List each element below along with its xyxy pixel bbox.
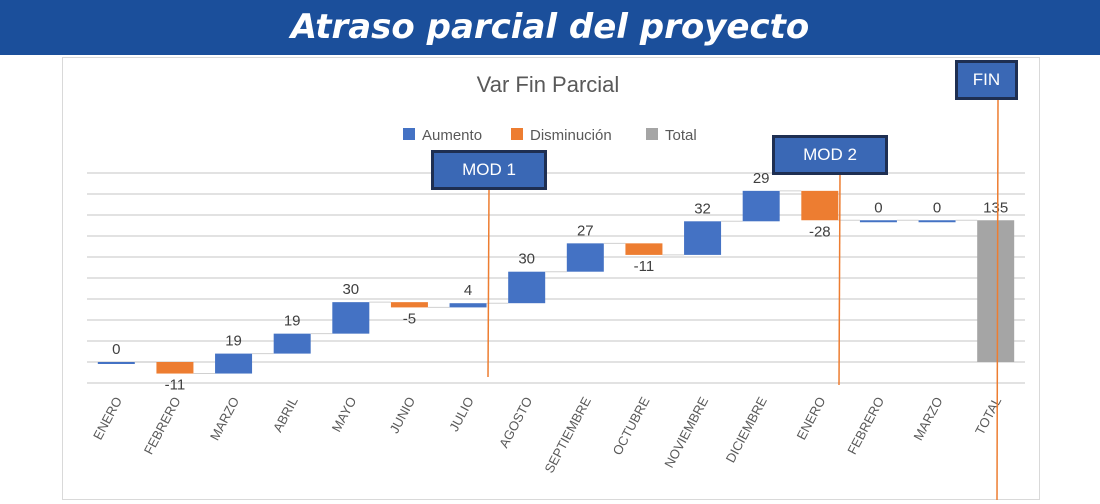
x-tick-label: OCTUBRE xyxy=(610,394,653,457)
data-label: 0 xyxy=(874,199,882,216)
x-tick-label: JUNIO xyxy=(387,394,419,435)
data-label: 135 xyxy=(983,199,1008,216)
x-tick-label: ABRIL xyxy=(270,394,301,434)
marker-line xyxy=(996,99,999,501)
legend-label: Disminución xyxy=(530,127,612,144)
bar xyxy=(390,302,428,308)
data-label: 30 xyxy=(342,281,359,298)
x-tick-label: MAYO xyxy=(329,394,360,434)
x-tick-label: MARZO xyxy=(910,394,945,442)
x-tick-label: DICIEMBRE xyxy=(723,394,770,465)
data-label: -11 xyxy=(165,377,186,394)
bar xyxy=(625,243,663,255)
data-label: -28 xyxy=(809,223,831,240)
data-label: 29 xyxy=(753,170,770,187)
x-tick-label: NOVIEMBRE xyxy=(661,394,711,470)
bar xyxy=(273,333,311,354)
bar xyxy=(977,220,1015,362)
x-tick-label: ENERO xyxy=(794,394,829,442)
bar xyxy=(742,190,780,222)
bar xyxy=(332,302,370,334)
data-label: 30 xyxy=(518,251,535,268)
x-tick-label: AGOSTO xyxy=(496,394,535,450)
marker-line xyxy=(487,189,490,378)
data-label: 0 xyxy=(933,199,941,216)
bar xyxy=(215,353,253,374)
x-tick-label: ENERO xyxy=(90,394,125,442)
mod1-marker: MOD 1 xyxy=(431,150,547,190)
bar xyxy=(801,190,839,221)
bar xyxy=(508,271,546,304)
banner-title: Atraso parcial del proyecto xyxy=(0,0,1100,55)
bar xyxy=(449,303,487,308)
chart-title: Var Fin Parcial xyxy=(477,72,620,97)
bar xyxy=(566,243,604,272)
marker-line xyxy=(838,174,841,386)
bar xyxy=(97,362,135,364)
fin-marker: FIN xyxy=(955,60,1018,100)
legend-swatch xyxy=(646,128,658,140)
data-label: 19 xyxy=(284,313,301,330)
legend-label: Total xyxy=(665,127,697,144)
x-tick-label: MARZO xyxy=(207,394,242,442)
data-label: 27 xyxy=(577,222,594,239)
x-tick-label: FEBRERO xyxy=(141,394,184,457)
bar xyxy=(918,220,956,223)
data-label: 0 xyxy=(112,341,120,358)
data-label: 32 xyxy=(694,200,711,217)
data-label: 19 xyxy=(225,333,242,350)
data-label: -5 xyxy=(403,310,416,327)
mod2-marker: MOD 2 xyxy=(772,135,888,175)
x-tick-label: JULIO xyxy=(446,394,477,434)
data-label: 4 xyxy=(464,282,472,299)
bar xyxy=(156,362,194,374)
legend-swatch xyxy=(403,128,415,140)
legend-label: Aumento xyxy=(422,127,482,144)
x-tick-label: FEBRERO xyxy=(844,394,887,457)
bar xyxy=(859,220,897,223)
x-tick-label: SEPTIEMBRE xyxy=(541,394,594,475)
data-label: -11 xyxy=(634,258,655,275)
bar xyxy=(684,221,722,255)
legend-swatch xyxy=(511,128,523,140)
x-tick-label: TOTAL xyxy=(972,394,1004,437)
